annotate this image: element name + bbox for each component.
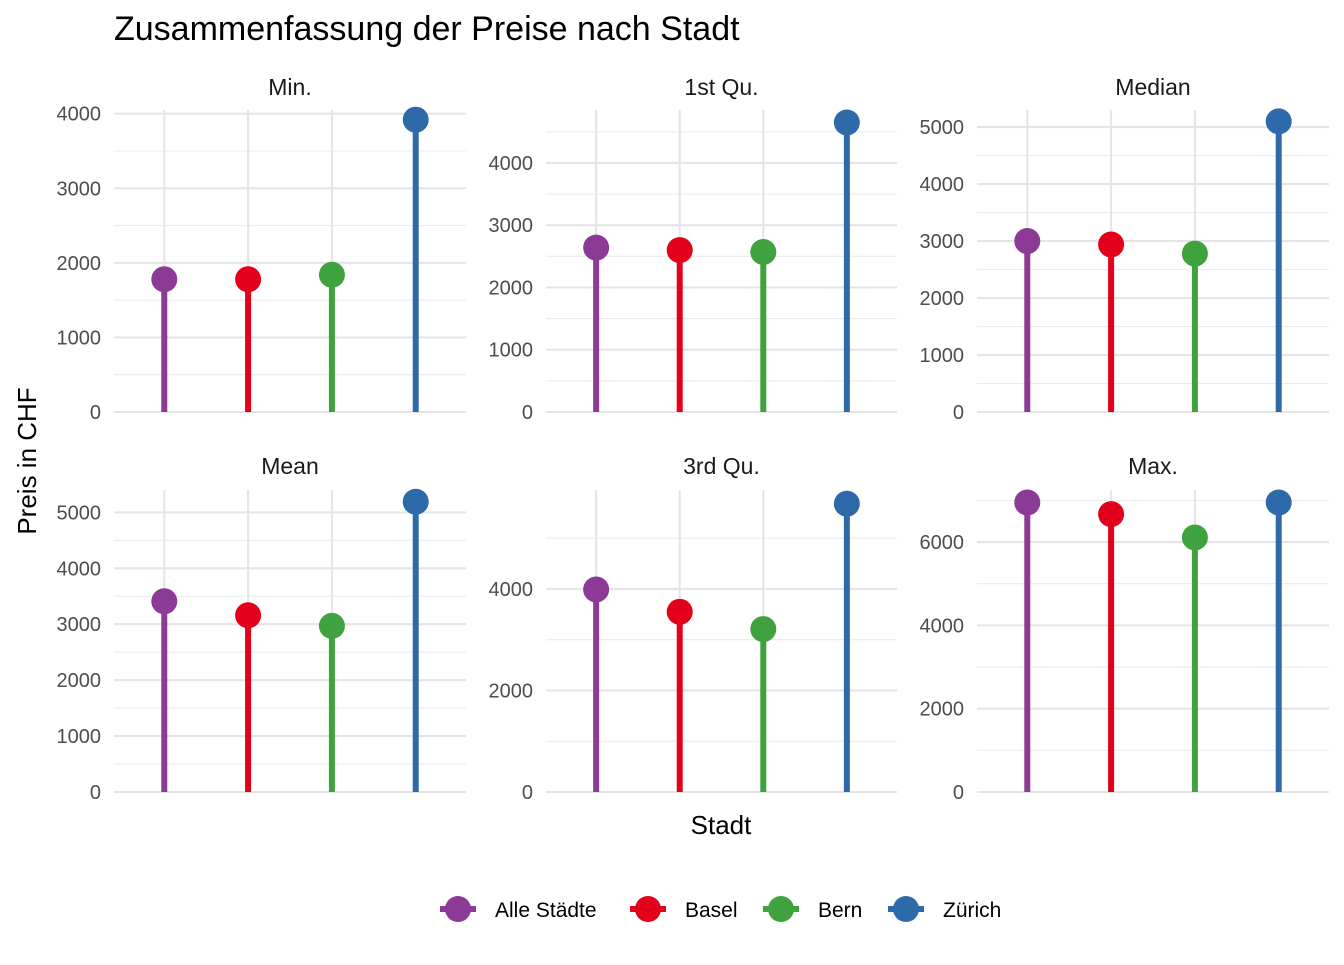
y-tick-label: 4000	[489, 153, 534, 175]
point-bern	[318, 261, 345, 288]
x-axis-title: Stadt	[691, 810, 752, 840]
point-zuerich	[833, 109, 860, 136]
y-tick-label: 3000	[489, 215, 534, 237]
y-tick-label: 0	[953, 402, 964, 424]
panel-title: Min.	[268, 74, 311, 100]
panel-title: 3rd Qu.	[683, 453, 760, 479]
point-alle-staedte	[583, 576, 610, 603]
y-tick-label: 3000	[920, 231, 965, 253]
point-zuerich	[402, 106, 429, 133]
panel-title: Median	[1115, 74, 1190, 100]
y-tick-label: 0	[522, 402, 533, 424]
point-zuerich	[833, 490, 860, 517]
y-tick-label: 4000	[57, 104, 102, 126]
y-tick-label: 0	[953, 782, 964, 804]
legend-key-point	[445, 896, 471, 922]
panel-3rd-qu: 0 2000 4000 3rd Qu.	[489, 453, 897, 804]
y-tick-label: 4000	[920, 615, 965, 637]
panel-title: Max.	[1128, 453, 1178, 479]
y-tick-label: 2000	[920, 288, 965, 310]
legend-item-bern: Bern	[763, 896, 862, 922]
panel-title: 1st Qu.	[684, 74, 758, 100]
point-bern	[750, 238, 777, 265]
point-basel	[235, 602, 262, 629]
legend-key-point	[635, 896, 661, 922]
point-bern	[1181, 240, 1208, 267]
y-tick-label: 4000	[920, 174, 965, 196]
panel-mean: 0 1000 2000 3000 4000 5000 Mean	[57, 453, 466, 804]
y-tick-label: 6000	[920, 532, 965, 554]
legend-key-point	[893, 896, 919, 922]
point-bern	[1181, 524, 1208, 551]
legend: Alle Städte Basel Bern Zürich	[440, 896, 1001, 922]
y-tick-label: 0	[90, 402, 101, 424]
legend-label: Zürich	[943, 899, 1001, 922]
y-axis-title: Preis in CHF	[12, 387, 42, 534]
point-bern	[318, 612, 345, 639]
point-basel	[1098, 231, 1125, 258]
y-tick-label: 2000	[57, 670, 102, 692]
y-tick-label: 0	[522, 782, 533, 804]
point-zuerich	[1265, 108, 1292, 135]
y-tick-label: 1000	[57, 726, 102, 748]
panel-median: 0 1000 2000 3000 4000 5000 Median	[920, 74, 1329, 424]
y-tick-label: 1000	[920, 345, 965, 367]
panel-min: 0 1000 2000 3000 4000 Min.	[57, 74, 466, 424]
point-alle-staedte	[1014, 489, 1041, 516]
point-alle-staedte	[583, 234, 610, 261]
y-tick-label: 3000	[57, 178, 102, 200]
point-bern	[750, 616, 777, 643]
y-tick-label: 3000	[57, 614, 102, 636]
y-tick-label: 4000	[57, 558, 102, 580]
y-tick-label: 4000	[489, 579, 534, 601]
legend-item-zuerich: Zürich	[888, 896, 1001, 922]
point-alle-staedte	[151, 588, 178, 615]
legend-label: Basel	[685, 899, 738, 922]
legend-item-basel: Basel	[630, 896, 738, 922]
facet-panels: 0 1000 2000 3000 4000 Min. 0 1000 2000 3000 4000 1s…	[57, 74, 1329, 804]
y-tick-label: 0	[90, 782, 101, 804]
point-zuerich	[402, 488, 429, 515]
point-basel	[666, 598, 693, 625]
legend-item-alle-staedte: Alle Städte	[440, 896, 597, 922]
point-basel	[235, 266, 262, 293]
y-tick-label: 2000	[57, 253, 102, 275]
point-basel	[666, 237, 693, 264]
point-zuerich	[1265, 489, 1292, 516]
chart-title: Zusammenfassung der Preise nach Stadt	[114, 10, 740, 48]
panel-max: 0 2000 4000 6000 Max.	[920, 453, 1329, 804]
panel-1st-qu: 0 1000 2000 3000 4000 1st Qu.	[489, 74, 897, 424]
y-tick-label: 1000	[489, 340, 534, 362]
point-basel	[1098, 501, 1125, 528]
legend-label: Alle Städte	[495, 899, 597, 922]
legend-key-point	[768, 896, 794, 922]
point-alle-staedte	[1014, 228, 1041, 255]
y-tick-label: 2000	[489, 277, 534, 299]
legend-label: Bern	[818, 899, 862, 922]
y-tick-label: 2000	[489, 680, 534, 702]
y-tick-label: 5000	[57, 502, 102, 524]
panel-title: Mean	[261, 453, 319, 479]
y-tick-label: 5000	[920, 117, 965, 139]
y-tick-label: 2000	[920, 699, 965, 721]
point-alle-staedte	[151, 266, 178, 293]
y-tick-label: 1000	[57, 327, 102, 349]
